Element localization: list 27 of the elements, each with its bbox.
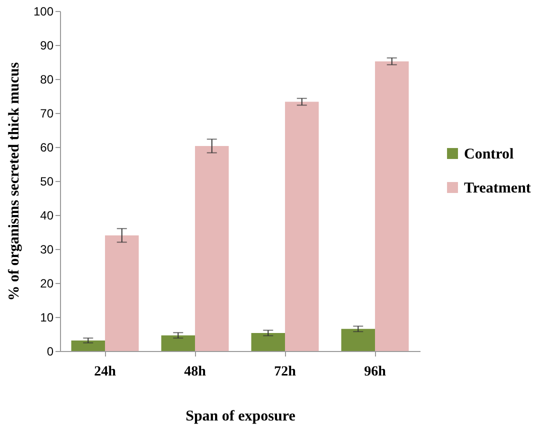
x-tick-label: 48h <box>184 364 206 380</box>
legend-label: Control <box>464 146 514 162</box>
bar <box>375 61 409 351</box>
y-tick-label: 70 <box>40 106 54 120</box>
y-tick-label: 20 <box>40 276 54 290</box>
y-tick-label: 60 <box>40 140 54 154</box>
y-tick-label: 90 <box>40 38 54 52</box>
bar <box>341 328 375 351</box>
y-tick-label: 10 <box>40 310 54 324</box>
x-axis-title: Span of exposure <box>186 408 296 424</box>
bar <box>161 335 195 351</box>
bar <box>285 102 319 351</box>
bar <box>195 146 229 351</box>
y-tick-label: 30 <box>40 242 54 256</box>
x-tick-label: 96h <box>364 364 386 380</box>
y-tick-label: 100 <box>33 4 54 18</box>
y-axis-title: % of organisms secreted thick mucus <box>6 62 22 301</box>
legend-label: Treatment <box>464 180 531 196</box>
x-tick-label: 24h <box>94 364 116 380</box>
bar <box>71 340 105 351</box>
y-tick-label: 80 <box>40 72 54 86</box>
y-tick-label: 50 <box>40 174 54 188</box>
y-tick-label: 0 <box>46 344 54 358</box>
x-tick-label: 72h <box>274 364 296 380</box>
bar <box>251 332 285 351</box>
y-tick-label: 40 <box>40 208 54 222</box>
bar <box>105 235 139 351</box>
